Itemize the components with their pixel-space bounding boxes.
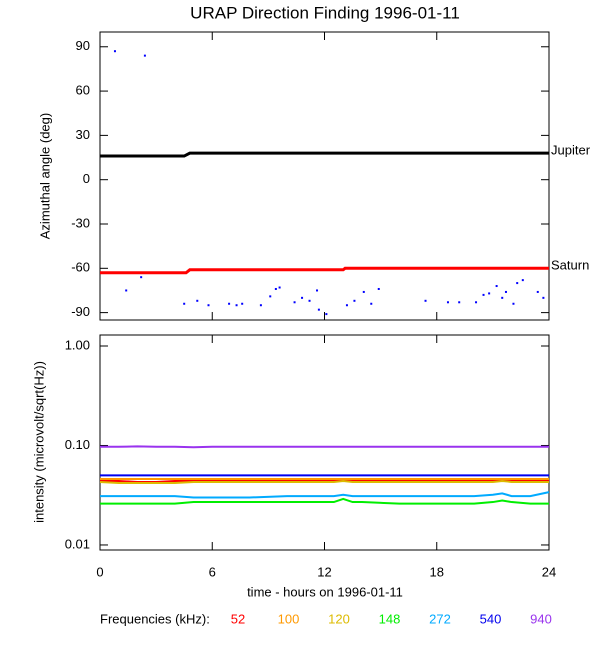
legend-entry: 120 [328, 611, 350, 626]
scatter-point [125, 289, 128, 292]
scatter-point [377, 287, 380, 290]
scatter-point [308, 299, 311, 302]
scatter-point [516, 282, 519, 285]
legend-entry: 100 [278, 611, 300, 626]
scatter-point [504, 290, 507, 293]
series-line [100, 445, 549, 449]
x-axis-label: time - hours on 1996-01-11 [247, 584, 403, 599]
scatter-point [501, 296, 504, 299]
legend-title: Frequencies (kHz): [100, 611, 210, 626]
plot-frame [99, 334, 550, 551]
series-line [100, 491, 550, 499]
y-tick-label: -90 [71, 304, 90, 319]
scatter-point [325, 313, 328, 316]
legend-entry: 272 [429, 611, 451, 626]
scatter-point [370, 302, 373, 305]
scatter-point [475, 301, 478, 304]
y-tick-label: 1.00 [65, 337, 90, 352]
scatter-point [536, 290, 539, 293]
scatter-point [259, 304, 262, 307]
scatter-point [274, 287, 277, 290]
plot-frame [99, 31, 550, 321]
x-tick-label: 6 [209, 564, 216, 579]
scatter-point [143, 54, 146, 57]
legend-entry: 940 [530, 611, 552, 626]
scatter-point [196, 299, 199, 302]
y-tick-label: 30 [76, 127, 90, 142]
chart-title: URAP Direction Finding 1996-01-11 [190, 3, 460, 22]
x-tick-label: 0 [96, 564, 103, 579]
scatter-point [424, 299, 427, 302]
scatter-point [512, 302, 515, 305]
scatter-point [140, 276, 143, 279]
series-label: Saturn [551, 258, 589, 273]
scatter-point [293, 301, 296, 304]
scatter-point [301, 296, 304, 299]
scatter-point [542, 296, 545, 299]
y-tick-label: -30 [71, 215, 90, 230]
scatter-point [362, 290, 365, 293]
series-line [100, 497, 549, 505]
scatter-point [317, 308, 320, 311]
y-tick-label: -60 [71, 260, 90, 275]
x-tick-label: 12 [317, 564, 331, 579]
scatter-point [316, 289, 319, 292]
y-tick-label: 0.01 [65, 536, 90, 551]
scatter-point [521, 279, 524, 282]
scatter-point [235, 304, 238, 307]
scatter-point [488, 292, 491, 295]
legend-entry: 52 [231, 611, 245, 626]
scatter-point [345, 304, 348, 307]
x-tick-label: 24 [542, 564, 556, 579]
scatter-point [228, 302, 231, 305]
legend-entry: 148 [379, 611, 401, 626]
scatter-point [269, 295, 272, 298]
series-label: Jupiter [551, 143, 591, 158]
x-tick-label: 18 [430, 564, 444, 579]
scatter-point [241, 302, 244, 305]
y-tick-label: 0 [83, 171, 90, 186]
scatter-point [446, 301, 449, 304]
series-line [99, 479, 549, 484]
legend-entry: 540 [480, 611, 502, 626]
y-tick-label: 60 [76, 83, 90, 98]
scatter-point [482, 293, 485, 296]
series-line [100, 151, 549, 158]
scatter-point [113, 50, 116, 53]
y-tick-label: 90 [76, 38, 90, 53]
y-tick-label: 0.10 [65, 437, 90, 452]
y-axis-label: Azimuthal angle (deg) [37, 113, 52, 239]
scatter-point [495, 285, 498, 288]
scatter-point [207, 304, 210, 307]
y-axis-label: intensity (microvolt/sqrt(Hz)) [31, 361, 46, 523]
scatter-point [353, 299, 356, 302]
scatter-point [458, 301, 461, 304]
scatter-point [183, 302, 186, 305]
scatter-point [278, 286, 281, 289]
series-line [100, 266, 549, 275]
